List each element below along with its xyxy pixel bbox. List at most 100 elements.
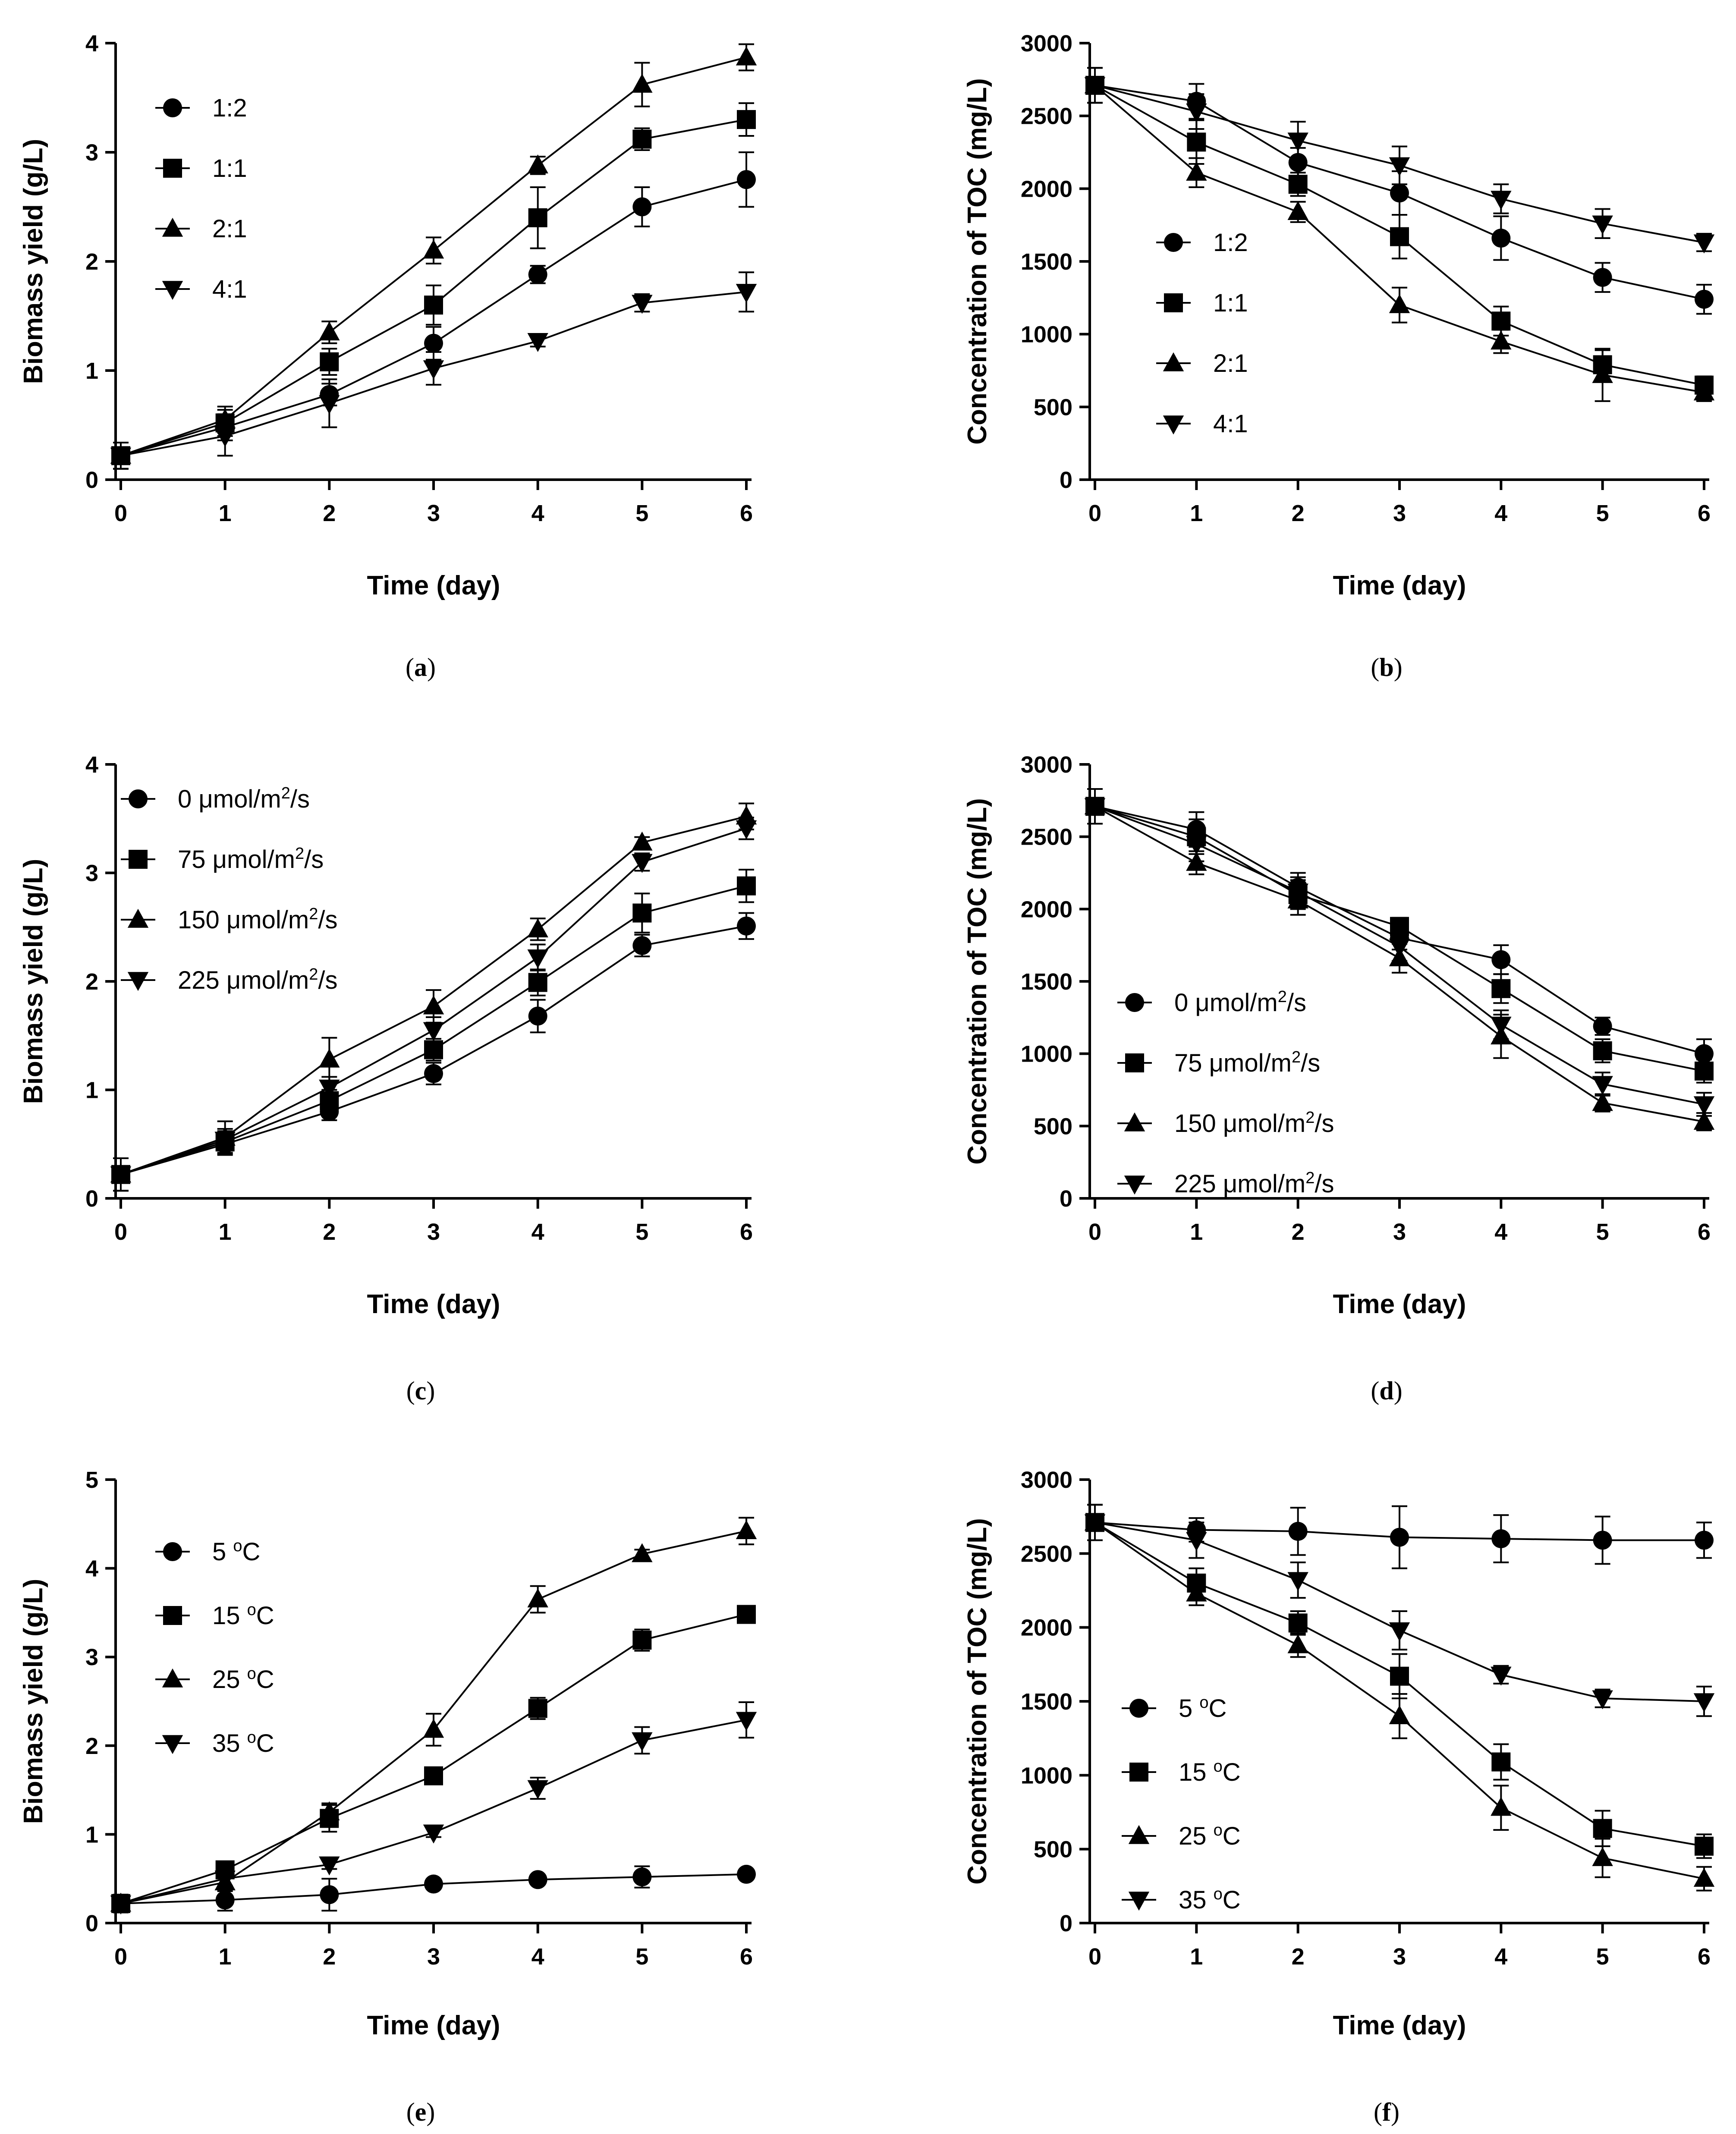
legend-label: 15 oC xyxy=(1179,1757,1241,1786)
data-point xyxy=(1593,1819,1612,1838)
chart-panel-a: 0 1 2 3 4 0 1 2 3 4 5 6 Time (day) Biomass yield (g/L… xyxy=(19,31,757,682)
data-point xyxy=(736,1520,757,1539)
y-tick-label: 2500 xyxy=(1021,824,1072,850)
legend: 5 oC 15 oC 25 oC 35 oC xyxy=(1122,1694,1241,1914)
y-tick-label: 2500 xyxy=(1021,104,1072,129)
y-tick-label: 3 xyxy=(85,140,98,166)
panel-caption: (b) xyxy=(1371,653,1402,682)
y-tick-label: 3000 xyxy=(1021,1467,1072,1493)
legend-label: 25 oC xyxy=(212,1665,274,1694)
legend-label: 4:1 xyxy=(212,275,247,303)
legend-label: 150 μmol/m2/s xyxy=(1174,1109,1334,1138)
legend-marker xyxy=(1163,415,1184,435)
data-point xyxy=(1695,289,1714,309)
x-tick-label: 6 xyxy=(1698,1944,1711,1970)
data-point xyxy=(1186,161,1207,181)
data-point xyxy=(1695,1531,1714,1550)
data-point xyxy=(527,949,548,968)
chart-panel-c: 0 1 2 3 4 0 1 2 3 4 5 6 Time (day) Biomass yield (g/L… xyxy=(19,752,757,1405)
data-point xyxy=(1491,1529,1511,1549)
data-point xyxy=(1695,1836,1714,1856)
legend-label: 25 oC xyxy=(1179,1821,1241,1850)
x-tick-label: 3 xyxy=(1393,1219,1406,1245)
panel-caption: (a) xyxy=(406,653,436,682)
legend-marker xyxy=(1124,1175,1145,1195)
series-2 xyxy=(1085,67,1714,395)
panel-caption: (c) xyxy=(406,1377,435,1405)
data-point xyxy=(632,831,653,851)
y-tick-label: 500 xyxy=(1034,1837,1072,1863)
data-point xyxy=(1389,294,1410,313)
legend-label: 35 oC xyxy=(212,1729,274,1757)
chart-panel-d: 0 500 1000 1500 2000 2500 3000 0 1 2 3 4 5 6 Time (day… xyxy=(962,752,1715,1405)
data-point xyxy=(1390,1527,1409,1547)
y-tick-label: 0 xyxy=(1060,467,1072,493)
data-point xyxy=(319,1801,340,1820)
x-tick-label: 4 xyxy=(1494,500,1507,526)
data-point xyxy=(528,1870,547,1889)
x-tick-label: 5 xyxy=(635,1944,648,1970)
legend-marker xyxy=(129,850,148,869)
data-point xyxy=(1491,311,1511,331)
x-tick-label: 6 xyxy=(740,500,753,526)
x-tick-label: 2 xyxy=(1292,1944,1305,1970)
y-tick-label: 1000 xyxy=(1021,322,1072,348)
data-point xyxy=(1593,268,1612,287)
y-tick-label: 1500 xyxy=(1021,1689,1072,1715)
data-point xyxy=(528,973,547,992)
legend: 0 μmol/m2/s 75 μmol/m2/s 150 μmol/m2/s 225 … xyxy=(121,784,337,994)
data-point xyxy=(736,284,757,303)
x-axis-title: Time (day) xyxy=(367,571,500,600)
data-point xyxy=(632,1732,653,1751)
legend-marker xyxy=(162,281,183,300)
data-point xyxy=(1592,364,1613,383)
series-2 xyxy=(111,102,756,470)
data-point xyxy=(1390,183,1409,203)
data-point xyxy=(319,1856,340,1876)
data-point xyxy=(527,1780,548,1799)
data-point xyxy=(1491,1752,1511,1772)
data-point xyxy=(215,1890,235,1910)
data-point xyxy=(423,239,444,259)
legend-label: 0 μmol/m2/s xyxy=(1174,988,1306,1017)
data-point xyxy=(1390,227,1409,246)
data-point xyxy=(214,1131,236,1151)
data-point xyxy=(423,360,444,380)
data-point xyxy=(319,1048,340,1068)
data-point xyxy=(424,1064,443,1083)
x-tick-label: 5 xyxy=(1596,1944,1609,1970)
data-point xyxy=(1592,1847,1613,1866)
data-point xyxy=(1693,1693,1715,1713)
series-4 xyxy=(110,817,757,1192)
x-tick-label: 0 xyxy=(1088,500,1101,526)
data-point xyxy=(528,1006,547,1026)
legend-marker xyxy=(163,159,182,178)
y-tick-label: 1 xyxy=(85,1078,98,1103)
data-point xyxy=(632,854,653,873)
data-point xyxy=(1593,1016,1612,1036)
data-point xyxy=(1491,330,1512,350)
legend-label: 1:2 xyxy=(1213,229,1248,257)
x-tick-label: 5 xyxy=(635,1219,648,1245)
x-tick-label: 3 xyxy=(427,500,440,526)
y-tick-label: 0 xyxy=(1060,1186,1072,1212)
y-tick-label: 500 xyxy=(1034,394,1072,420)
chart-panel-e: 0 1 2 3 4 5 0 1 2 3 4 5 6 Time (day) Biomass yield (g/… xyxy=(19,1467,757,2126)
data-point xyxy=(737,916,756,936)
legend-label: 15 oC xyxy=(212,1601,274,1630)
y-axis-title: Concentration of TOC (mg/L) xyxy=(962,798,992,1165)
data-point xyxy=(1287,201,1308,220)
legend: 5 oC 15 oC 25 oC 35 oC xyxy=(155,1537,274,1757)
data-point xyxy=(1491,1666,1512,1686)
legend-label: 5 oC xyxy=(212,1537,260,1566)
x-tick-label: 3 xyxy=(1393,500,1406,526)
data-point xyxy=(1084,798,1106,817)
data-point xyxy=(1288,175,1308,194)
series-4 xyxy=(110,1701,757,1915)
data-point xyxy=(1390,1666,1409,1686)
data-point xyxy=(214,428,236,447)
y-tick-label: 1 xyxy=(85,358,98,384)
data-point xyxy=(632,1631,652,1650)
series-4 xyxy=(1084,67,1715,254)
data-point xyxy=(1693,381,1715,401)
